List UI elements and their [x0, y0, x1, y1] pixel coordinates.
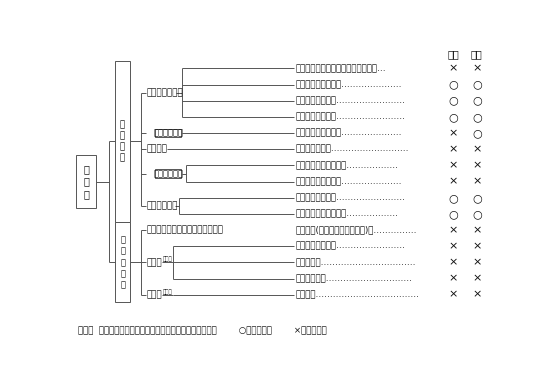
Text: アースオーガー併用…………………: アースオーガー併用………………… [295, 129, 402, 137]
Text: ジェット圧入併用工法………………: ジェット圧入併用工法……………… [295, 161, 398, 170]
Text: ○: ○ [472, 112, 482, 122]
Text: ×: × [472, 63, 482, 73]
Text: 打撃併用工法: 打撃併用工法 [153, 129, 184, 137]
Text: 騒音: 騒音 [447, 50, 460, 60]
Bar [115, 222, 131, 303]
Text: ○: ○ [448, 112, 458, 122]
Text: 既
製
ぐ
い: 既 製 ぐ い [120, 120, 125, 162]
Text: ×: × [449, 161, 458, 170]
Text: リバース工法…………………………: リバース工法………………………… [295, 274, 413, 283]
Text: 圧入併用工法: 圧入併用工法 [153, 169, 184, 178]
Text: ×: × [449, 63, 458, 73]
Bar [155, 129, 181, 137]
Text: ×: × [472, 241, 482, 251]
Text: （注）  杭頭部や深礎底部のはつり作業は届出が必要です。        ○：届出必要        ×：届出不要: （注） 杭頭部や深礎底部のはつり作業は届出が必要です。 ○：届出必要 ×：届出不… [79, 326, 327, 336]
Text: 手　掘: 手 掘 [147, 290, 163, 299]
Bar [155, 169, 181, 178]
Text: ×: × [449, 241, 458, 251]
Text: アースドリル工法……………………: アースドリル工法…………………… [295, 242, 405, 251]
Text: 場
所
打
ぐ
い: 場 所 打 ぐ い [120, 236, 125, 289]
Text: ○: ○ [448, 193, 458, 203]
Text: ×: × [472, 161, 482, 170]
Text: ○: ○ [472, 209, 482, 219]
Text: ×: × [472, 274, 482, 284]
Text: ディーゼルハンマー…………………: ディーゼルハンマー………………… [295, 80, 402, 89]
Text: ×: × [472, 225, 482, 235]
Text: パイルマスター………………………: パイルマスター……………………… [295, 145, 409, 154]
Bar [115, 61, 131, 222]
Text: く
い
打: く い 打 [84, 164, 89, 199]
Text: ○: ○ [472, 193, 482, 203]
Text: ○: ○ [448, 79, 458, 89]
Text: ×: × [449, 257, 458, 267]
Text: （注）: （注） [163, 289, 173, 295]
Text: ×: × [449, 144, 458, 154]
Text: ×: × [449, 177, 458, 187]
Text: ×: × [472, 290, 482, 300]
Text: ×: × [472, 177, 482, 187]
Text: ×: × [472, 257, 482, 267]
Text: プレボーリング工法…………………: プレボーリング工法………………… [295, 177, 402, 186]
Text: もんけん（人力を動力とするもの）…: もんけん（人力を動力とするもの）… [295, 64, 386, 73]
Text: 機械掘: 機械掘 [147, 258, 163, 267]
Text: 深礎工法………………………………: 深礎工法……………………………… [295, 290, 419, 299]
Text: ×: × [472, 144, 482, 154]
Text: ○: ○ [448, 96, 458, 106]
Text: ×: × [449, 290, 458, 300]
Text: ○: ○ [448, 209, 458, 219]
Text: ドロップハンマー……………………: ドロップハンマー…………………… [295, 113, 405, 121]
Text: 振動: 振動 [471, 50, 483, 60]
Text: （注）: （注） [163, 257, 173, 262]
Text: 振動パイルドライバー………………: 振動パイルドライバー……………… [295, 209, 398, 218]
Text: ×: × [449, 225, 458, 235]
Text: スチームハンマー……………………: スチームハンマー…………………… [295, 96, 405, 105]
Text: 圧入工法: 圧入工法 [147, 145, 168, 154]
Text: 埋込工法（セメントミルク工法）: 埋込工法（セメントミルク工法） [147, 226, 223, 235]
Text: 埋込工法(セメントミルク工法)　……………: 埋込工法(セメントミルク工法) …………… [295, 226, 417, 235]
Text: ○: ○ [472, 128, 482, 138]
Text: ×: × [449, 128, 458, 138]
Text: ×: × [449, 274, 458, 284]
Bar [76, 156, 96, 208]
Text: バイブロハンマー……………………: バイブロハンマー…………………… [295, 193, 405, 202]
Text: ○: ○ [472, 79, 482, 89]
Text: ○: ○ [472, 96, 482, 106]
Text: ベノト工法……………………………: ベノト工法…………………………… [295, 258, 416, 267]
Text: 打撃による工法: 打撃による工法 [147, 88, 184, 97]
Text: 振動応用工法: 振動応用工法 [147, 201, 178, 210]
